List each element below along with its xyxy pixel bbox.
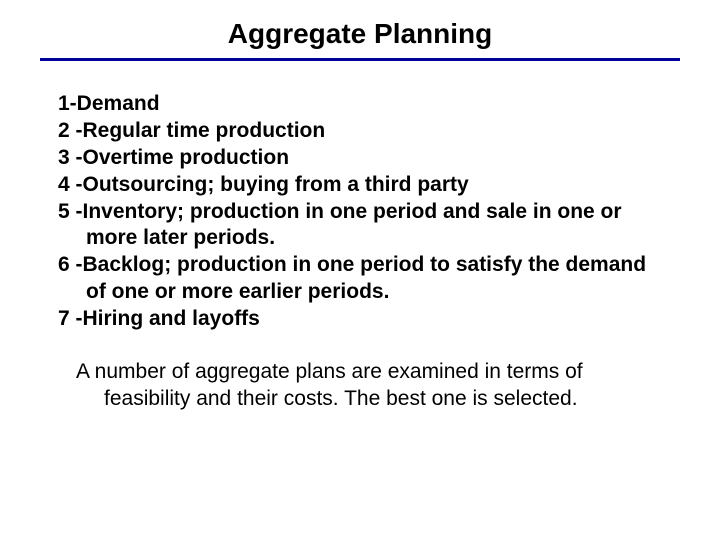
slide-title: Aggregate Planning xyxy=(40,18,680,50)
list-item: 6 -Backlog; production in one period to … xyxy=(58,252,660,306)
list-item: 4 -Outsourcing; buying from a third part… xyxy=(58,172,660,199)
list-item: 1-Demand xyxy=(58,91,660,118)
title-underline xyxy=(40,58,680,61)
paragraph: A number of aggregate plans are examined… xyxy=(58,359,660,413)
list-item: 7 -Hiring and layoffs xyxy=(58,306,660,333)
body-block: 1-Demand 2 -Regular time production 3 -O… xyxy=(40,91,680,413)
slide: Aggregate Planning 1-Demand 2 -Regular t… xyxy=(0,0,720,540)
list-item: 3 -Overtime production xyxy=(58,145,660,172)
list-item: 5 -Inventory; production in one period a… xyxy=(58,199,660,253)
list-item: 2 -Regular time production xyxy=(58,118,660,145)
